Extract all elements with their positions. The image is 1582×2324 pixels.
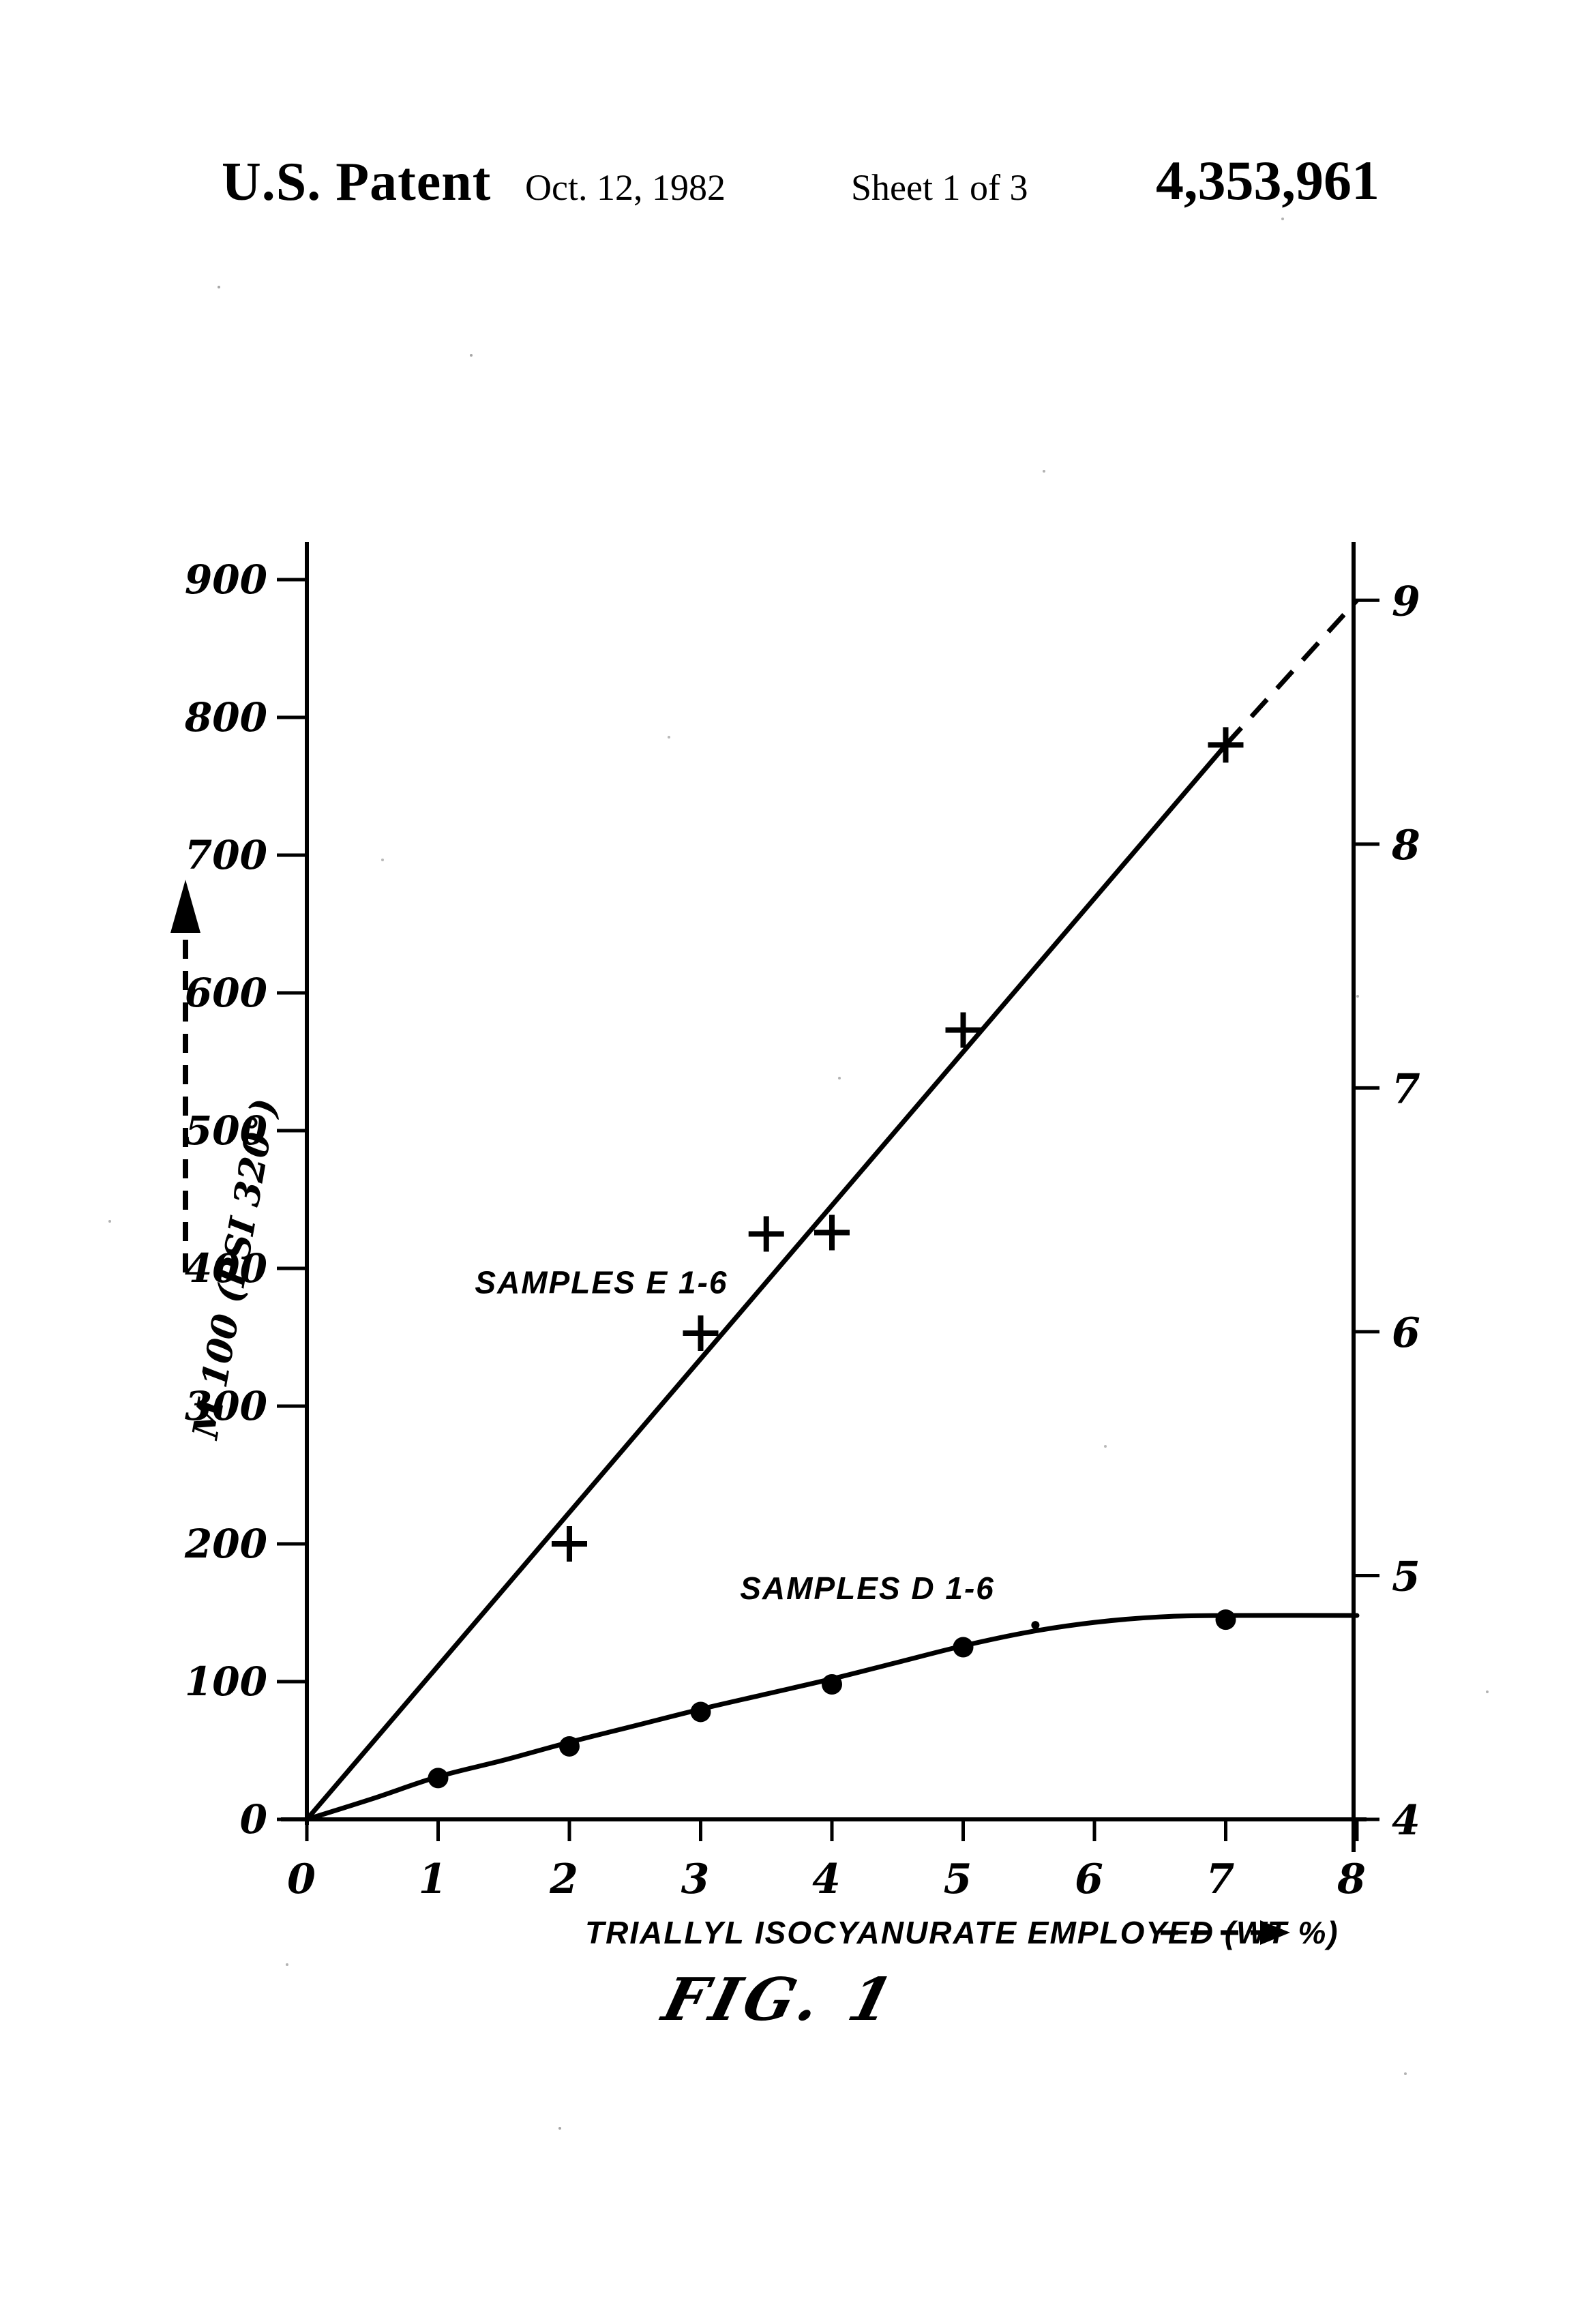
dot-marker-icon [428,1768,449,1789]
right-tick-label: 4 [1392,1797,1420,1845]
series-line-dashed [1223,598,1359,747]
y-axis-arrowhead-icon [170,880,200,933]
stray-dot-icon [1031,1621,1040,1630]
patent-date: Oct. 12, 1982 [525,167,726,208]
series-label: SAMPLES E 1-6 [475,1264,728,1300]
x-tick-label: 2 [549,1856,578,1903]
plus-marker-icon [552,1526,587,1562]
plus-marker-icon [748,1216,784,1252]
axes [281,542,1367,1852]
x-axis-arrowhead-icon [1260,1920,1290,1945]
left-tick-label: 400 [185,1245,267,1292]
series-label: SAMPLES D 1-6 [740,1570,995,1606]
left-tick-label: 100 [185,1658,267,1705]
x-axis-title-group: TRIALLYL ISOCYANURATE EMPLOYED (WT %) [585,1915,1339,1950]
x-tick-label: 7 [1206,1856,1235,1903]
patent-number: 4,353,961 [1156,149,1379,211]
left-tick-label: 800 [184,694,267,741]
y-axis-title-group: M 100 (PSI 320°) [170,880,286,1443]
x-tick-label: 5 [944,1856,972,1903]
patent-title: U.S. Patent [222,152,492,212]
series-curve [304,1613,1360,1822]
series-e: SAMPLES E 1-6 [305,598,1359,1821]
right-tick-label: 9 [1392,578,1420,625]
x-tick-label: 0 [287,1856,316,1903]
x-tick-label: 6 [1075,1856,1103,1903]
x-tick-label: 4 [812,1856,841,1903]
x-tick-label: 1 [419,1856,447,1903]
right-tick-label: 8 [1391,822,1420,869]
left-tick-label: 200 [184,1521,267,1567]
figure-label: FIG. 1 [656,1965,905,2034]
series-d: SAMPLES D 1-6 [304,1570,1360,1822]
left-tick-label: 700 [185,832,267,878]
dot-marker-icon [559,1735,580,1757]
left-tick-label: 600 [185,970,267,1016]
right-tick-group: 4 5 6 7 8 9 [1354,578,1420,1845]
left-tick-label: 300 [185,1383,267,1429]
x-tick-group: 0 1 2 3 4 5 6 7 8 [287,1819,1366,1903]
left-tick-label: 0 [240,1796,267,1843]
dot-marker-icon [953,1637,974,1658]
sheet-indicator: Sheet 1 of 3 [851,167,1028,208]
plus-marker-icon [945,1012,981,1048]
left-tick-label: 900 [185,556,267,603]
right-tick-label: 7 [1392,1065,1420,1113]
plus-marker-icon [1208,727,1244,763]
dot-marker-icon [822,1674,842,1695]
left-tick-label: 500 [185,1107,267,1154]
plus-marker-icon [814,1215,850,1251]
x-tick-label: 3 [681,1856,710,1903]
left-tick-group: 0 100 200 300 400 500 600 700 800 900 [184,556,307,1843]
plus-marker-icon [683,1315,719,1351]
x-axis-title: TRIALLYL ISOCYANURATE EMPLOYED (WT %) [585,1915,1339,1950]
dot-marker-icon [690,1701,711,1723]
series-line-solid [305,743,1228,1821]
right-tick-label: 5 [1392,1553,1420,1600]
x-tick-label: 8 [1337,1856,1366,1903]
right-tick-label: 6 [1392,1309,1420,1357]
dot-marker-icon [1215,1609,1236,1630]
